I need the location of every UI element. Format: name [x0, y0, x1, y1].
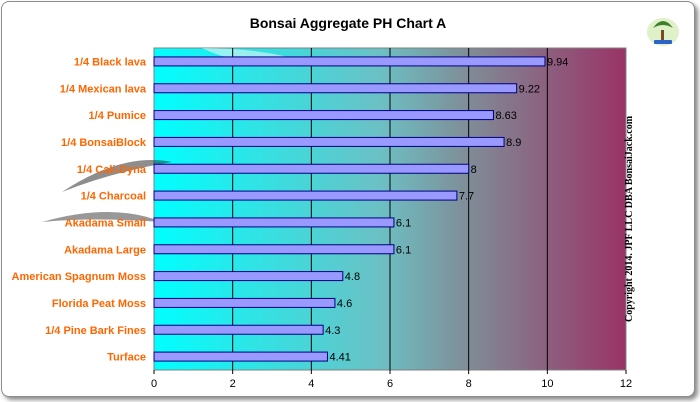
bar — [153, 83, 518, 94]
data-label: 9.94 — [547, 56, 568, 68]
data-label: 8.9 — [506, 137, 521, 149]
bar — [153, 56, 546, 67]
x-tick-label: 6 — [387, 378, 393, 390]
category-label: Turface — [107, 352, 146, 364]
x-tick-label: 10 — [541, 378, 553, 390]
x-tick-label: 0 — [151, 378, 157, 390]
x-tick-label: 4 — [308, 378, 314, 390]
bar — [153, 110, 494, 121]
bar — [153, 136, 505, 147]
x-tick-label: 12 — [620, 378, 632, 390]
data-label: 6.1 — [396, 217, 411, 229]
category-label: 1/4 Black lava — [74, 56, 147, 68]
data-label: 6.1 — [396, 244, 411, 256]
bar — [153, 271, 344, 282]
x-axis-tick-labels: 0 2 4 6 8 10 12 — [151, 370, 632, 390]
ph-bar-chart: Bonsai Aggregate PH Chart A 9.94 9.22 8.63… — [12, 15, 679, 390]
category-label: 1/4 BonsaiBlock — [61, 137, 147, 149]
bar — [153, 244, 395, 255]
gridlines — [232, 48, 548, 370]
chart-title: Bonsai Aggregate PH Chart A — [250, 15, 447, 31]
logo — [647, 18, 679, 46]
data-label: 8 — [471, 164, 477, 176]
bars: 9.94 9.22 8.63 8.9 8 7.7 6.1 6.1 4.8 4.6 4.3 4.41 — [153, 56, 568, 364]
data-label: 4.6 — [337, 298, 352, 310]
category-label: 1/4 Charcoal — [81, 191, 146, 203]
category-label: Akadama Large — [64, 244, 146, 256]
category-label: Florida Peat Moss — [52, 298, 146, 310]
category-label: Akadama Small — [65, 217, 146, 229]
bar — [153, 217, 395, 228]
category-label: 1/4 Cali-Dyna — [77, 164, 147, 176]
data-label: 4.8 — [345, 271, 360, 283]
category-label: 1/4 Pine Bark Fines — [45, 325, 146, 337]
category-labels: 1/4 Black lava 1/4 Mexican lava 1/4 Pumice… — [12, 56, 147, 363]
bar — [153, 190, 458, 201]
data-label: 8.63 — [495, 110, 516, 122]
bar — [153, 324, 324, 335]
data-label: 4.3 — [325, 325, 340, 337]
category-label: 1/4 Mexican lava — [60, 83, 147, 95]
chart-frame: Bonsai Aggregate PH Chart A 9.94 9.22 8.63… — [1, 1, 695, 397]
data-label: 4.41 — [329, 352, 350, 364]
x-tick-label: 8 — [466, 378, 472, 390]
copyright-text: Copyright 2014. JPF LLC DBA BonsaiJack.c… — [624, 115, 635, 322]
data-label: 7.7 — [459, 191, 474, 203]
bar — [153, 297, 336, 308]
category-label: American Spagnum Moss — [12, 271, 146, 283]
category-label: 1/4 Pumice — [89, 110, 146, 122]
bar — [153, 351, 328, 362]
data-label: 9.22 — [519, 83, 540, 95]
x-tick-label: 2 — [230, 378, 236, 390]
bar — [153, 163, 470, 174]
